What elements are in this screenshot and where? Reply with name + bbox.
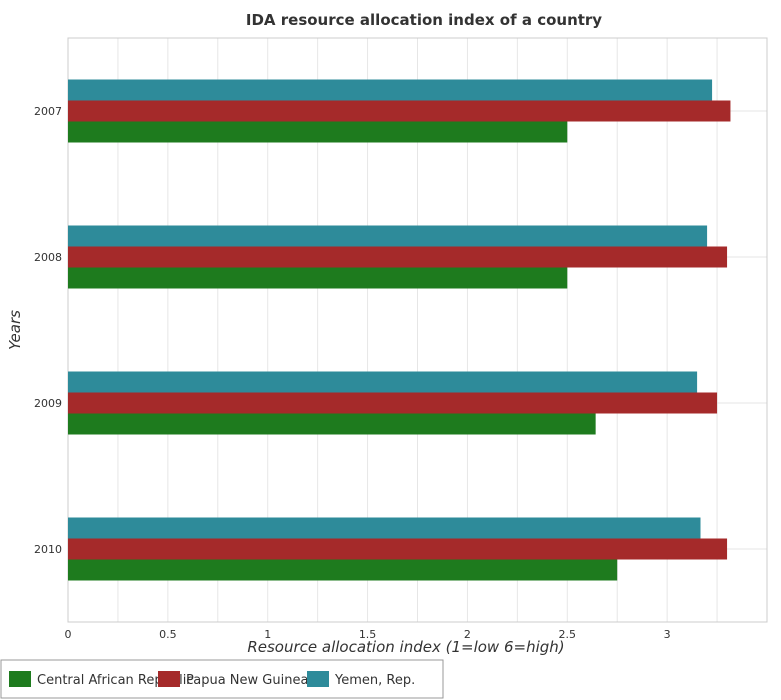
bar-central-african-republic-2007 — [68, 121, 568, 143]
bar-yemen-rep--2010 — [68, 517, 701, 539]
bar-papua-new-guinea-2009 — [68, 392, 718, 414]
legend-box — [0, 659, 444, 699]
bar-papua-new-guinea-2007 — [68, 100, 731, 122]
x-tick-label: 0.5 — [159, 628, 177, 641]
bar-papua-new-guinea-2010 — [68, 538, 728, 560]
x-tick-label: 1.5 — [359, 628, 377, 641]
legend-label: Papua New Guinea — [186, 673, 308, 688]
x-tick-labels: 0 0.5 1 1.5 2 2.5 3 — [65, 628, 671, 641]
chart-title: IDA resource allocation index of a count… — [246, 11, 602, 29]
bar-central-african-republic-2009 — [68, 413, 596, 435]
y-axis-label: Years — [6, 310, 24, 350]
plot-frame — [67, 37, 768, 623]
bars — [68, 79, 731, 581]
y-tick-labels: 2007 2008 2009 2010 — [34, 105, 62, 556]
x-tick-label: 1 — [264, 628, 271, 641]
bar-yemen-rep--2008 — [68, 225, 708, 247]
bar-papua-new-guinea-2008 — [68, 246, 728, 268]
bar-central-african-republic-2008 — [68, 267, 568, 289]
x-tick-label: 3 — [664, 628, 671, 641]
legend-label: Central African Republic — [37, 673, 193, 688]
x-tick-label: 2 — [464, 628, 471, 641]
y-tick-label: 2008 — [34, 251, 62, 264]
legend-swatch — [158, 671, 180, 687]
x-tick-label: 0 — [65, 628, 72, 641]
y-tick-label: 2009 — [34, 397, 62, 410]
y-tick-label: 2010 — [34, 543, 62, 556]
bar-central-african-republic-2010 — [68, 559, 618, 581]
x-tick-label: 2.5 — [559, 628, 577, 641]
y-tick-label: 2007 — [34, 105, 62, 118]
bar-yemen-rep--2009 — [68, 371, 698, 393]
legend-swatch — [9, 671, 31, 687]
legend-swatch — [307, 671, 329, 687]
legend-label: Yemen, Rep. — [334, 673, 415, 688]
bar-yemen-rep--2007 — [68, 79, 713, 101]
x-axis-label: Resource allocation index (1=low 6=high) — [247, 638, 564, 656]
